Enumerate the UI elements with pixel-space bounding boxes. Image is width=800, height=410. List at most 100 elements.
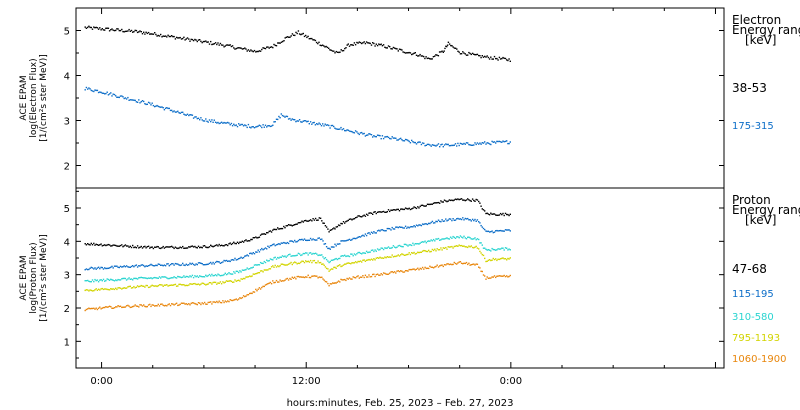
- data-point: [191, 38, 194, 41]
- data-point: [99, 27, 101, 29]
- data-point: [307, 220, 309, 222]
- data-point: [504, 212, 507, 215]
- data-point: [344, 278, 346, 281]
- data-point: [294, 34, 296, 37]
- data-point: [437, 219, 440, 221]
- data-point: [499, 248, 502, 250]
- data-point: [370, 134, 373, 136]
- data-point: [424, 250, 426, 252]
- data-point: [334, 127, 336, 129]
- data-point: [452, 46, 454, 48]
- data-point: [255, 51, 257, 53]
- data-point: [353, 276, 356, 279]
- data-point: [189, 275, 191, 277]
- data-point: [359, 236, 362, 238]
- data-point: [290, 119, 292, 121]
- data-point: [311, 253, 313, 255]
- data-point: [333, 259, 335, 261]
- data-point: [484, 257, 486, 260]
- data-point: [414, 141, 416, 144]
- data-point: [493, 231, 496, 233]
- data-point: [414, 253, 416, 255]
- data-point: [362, 259, 364, 261]
- data-point: [281, 280, 284, 282]
- data-point: [348, 218, 351, 220]
- data-point: [124, 306, 127, 308]
- data-point: [217, 121, 219, 124]
- data-point: [382, 210, 385, 213]
- data-point: [340, 240, 342, 242]
- data-point: [457, 262, 459, 264]
- data-point: [353, 132, 356, 134]
- data-point: [280, 41, 283, 43]
- data-point: [384, 211, 386, 213]
- data-point: [434, 55, 436, 57]
- data-point: [380, 273, 382, 275]
- data-point: [324, 266, 327, 268]
- data-point: [218, 261, 220, 263]
- data-point: [99, 306, 101, 308]
- data-point: [241, 269, 244, 271]
- data-point: [453, 245, 455, 248]
- data-point: [459, 53, 462, 55]
- data-point: [219, 245, 222, 247]
- data-point: [473, 53, 475, 55]
- data-point: [397, 139, 399, 141]
- data-point: [124, 287, 127, 289]
- data-point: [201, 276, 203, 278]
- data-point: [458, 244, 460, 246]
- legend-entry: 47-68: [732, 262, 767, 276]
- data-point: [401, 270, 403, 272]
- data-point: [252, 266, 254, 268]
- data-point: [90, 289, 92, 292]
- data-point: [217, 42, 219, 44]
- data-point: [183, 113, 185, 115]
- data-point: [219, 281, 222, 283]
- data-point: [417, 206, 419, 208]
- data-point: [286, 241, 289, 244]
- data-point: [454, 143, 457, 145]
- data-point: [490, 277, 492, 279]
- data-point: [167, 246, 169, 248]
- data-point: [354, 130, 357, 132]
- data-point: [302, 120, 304, 122]
- data-point: [292, 118, 295, 121]
- data-point: [379, 248, 381, 251]
- data-point: [356, 237, 358, 239]
- data-point: [306, 121, 308, 123]
- data-point: [335, 257, 337, 260]
- data-point: [225, 301, 228, 303]
- data-point: [201, 263, 203, 265]
- data-point: [390, 271, 392, 273]
- data-point: [417, 243, 419, 245]
- data-point: [184, 276, 186, 278]
- data-point: [426, 203, 429, 205]
- data-point: [147, 101, 150, 104]
- data-point: [234, 257, 236, 260]
- data-point: [430, 266, 432, 268]
- data-point: [166, 277, 168, 279]
- data-point: [141, 277, 144, 279]
- data-point: [448, 218, 451, 220]
- data-point: [246, 267, 248, 269]
- data-point: [456, 236, 458, 238]
- data-point: [342, 264, 345, 266]
- data-point: [491, 213, 493, 215]
- data-point: [426, 223, 429, 226]
- data-point: [150, 263, 152, 266]
- data-point: [507, 142, 509, 145]
- data-point: [498, 56, 501, 59]
- data-point: [381, 274, 384, 276]
- data-point: [454, 237, 457, 239]
- data-point: [380, 138, 382, 140]
- data-point: [251, 253, 253, 255]
- data-point: [409, 52, 412, 54]
- data-point: [266, 269, 268, 271]
- data-point: [105, 267, 107, 270]
- data-point: [469, 246, 471, 248]
- data-point: [389, 210, 391, 213]
- data-point: [279, 256, 281, 258]
- data-point: [283, 241, 285, 244]
- data-point: [95, 243, 97, 245]
- data-point: [110, 29, 112, 31]
